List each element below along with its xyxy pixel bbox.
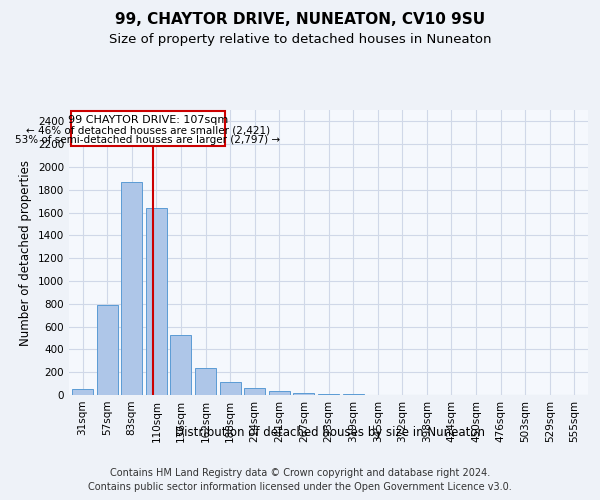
Text: Contains HM Land Registry data © Crown copyright and database right 2024.: Contains HM Land Registry data © Crown c…	[110, 468, 490, 477]
Bar	[97, 305, 118, 395]
Text: 99 CHAYTOR DRIVE: 107sqm: 99 CHAYTOR DRIVE: 107sqm	[68, 115, 228, 125]
Bar	[72, 388, 93, 395]
Text: Distribution of detached houses by size in Nuneaton: Distribution of detached houses by size …	[175, 426, 485, 439]
Bar	[146, 208, 167, 395]
FancyBboxPatch shape	[71, 111, 225, 146]
Bar	[269, 391, 290, 395]
Text: 99, CHAYTOR DRIVE, NUNEATON, CV10 9SU: 99, CHAYTOR DRIVE, NUNEATON, CV10 9SU	[115, 12, 485, 28]
Text: ← 46% of detached houses are smaller (2,421): ← 46% of detached houses are smaller (2,…	[26, 126, 270, 136]
Bar	[121, 182, 142, 395]
Text: Size of property relative to detached houses in Nuneaton: Size of property relative to detached ho…	[109, 32, 491, 46]
Y-axis label: Number of detached properties: Number of detached properties	[19, 160, 32, 346]
Bar	[343, 394, 364, 395]
Bar	[318, 394, 339, 395]
Text: 53% of semi-detached houses are larger (2,797) →: 53% of semi-detached houses are larger (…	[16, 136, 281, 145]
Text: Contains public sector information licensed under the Open Government Licence v3: Contains public sector information licen…	[88, 482, 512, 492]
Bar	[170, 334, 191, 395]
Bar	[195, 368, 216, 395]
Bar	[244, 388, 265, 395]
Bar	[220, 382, 241, 395]
Bar	[293, 392, 314, 395]
